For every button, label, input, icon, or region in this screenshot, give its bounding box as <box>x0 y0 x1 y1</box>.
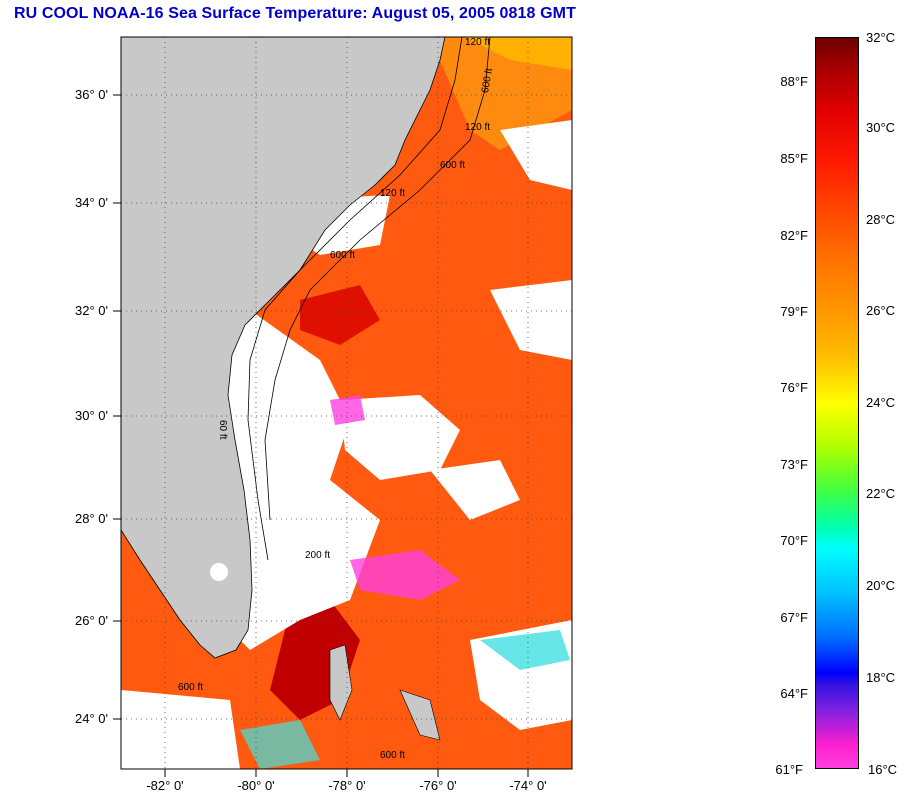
colorbar-c-label: 32°C <box>866 30 896 45</box>
bahamas-islands <box>329 644 353 721</box>
colorbar-c-label: 28°C <box>866 212 896 227</box>
lat-label: 34° 0' <box>75 195 108 210</box>
isobath-120ft <box>247 36 463 561</box>
contour-label: 120 ft <box>380 188 406 199</box>
lat-label: 36° 0' <box>75 87 108 102</box>
lon-label: -74° 0' <box>509 778 547 793</box>
cloud-mass-east <box>490 280 572 360</box>
colorbar-f-label: 82°F <box>780 228 808 243</box>
axis-ticks <box>113 94 529 777</box>
bahamas-islands-2 <box>399 689 441 741</box>
lat-label: 28° 0' <box>75 511 108 526</box>
lake-okeechobee <box>210 563 228 581</box>
contour-label: 120 ft <box>465 122 491 133</box>
colorbar-f-label: 76°F <box>780 380 808 395</box>
temperature-colorbar <box>815 37 859 769</box>
colorbar-f-label: 85°F <box>780 151 808 166</box>
lat-label: 26° 0' <box>75 613 108 628</box>
map-title: RU COOL NOAA-16 Sea Surface Temperature:… <box>14 5 576 22</box>
contour-label: 600 ft <box>178 682 204 693</box>
colorbar-c-label: 26°C <box>866 303 896 318</box>
warm-core-mid <box>300 285 380 345</box>
land-southeast-us <box>120 36 446 659</box>
contour-label: 600 ft <box>330 250 356 261</box>
cool-patch-3 <box>330 395 365 425</box>
colorbar-f-label: 64°F <box>780 686 808 701</box>
lon-label: -82° 0' <box>146 778 184 793</box>
contour-label: 120 ft <box>465 37 491 48</box>
colorbar-f-label: 70°F <box>780 533 808 548</box>
colorbar-c-label: 16°C <box>868 762 898 777</box>
lat-label: 32° 0' <box>75 303 108 318</box>
contour-label: 600 ft <box>380 750 406 761</box>
isobath-600ft <box>264 36 491 521</box>
colorbar-c-label: 18°C <box>866 670 896 685</box>
contour-label: 600 ft <box>440 160 466 171</box>
lon-label: -80° 0' <box>237 778 275 793</box>
colorbar-f-label: 79°F <box>780 304 808 319</box>
cloud-mass-south <box>430 460 520 520</box>
cloud-mass-southwest <box>121 690 240 769</box>
colorbar-f-label: 67°F <box>780 610 808 625</box>
lon-label: -76° 0' <box>419 778 457 793</box>
colorbar-c-label: 20°C <box>866 578 896 593</box>
cool-patch-4 <box>240 720 320 769</box>
northeast-yellow <box>465 37 572 70</box>
colorbar-c-label: 24°C <box>866 395 896 410</box>
cool-patch-1 <box>350 550 460 600</box>
cloud-mass-center <box>340 395 460 480</box>
colorbar-f-label: 61°F <box>775 762 803 777</box>
colorbar-f-label: 73°F <box>780 457 808 472</box>
cloud-mass-east2 <box>500 120 572 190</box>
contour-label: 60 ft <box>217 420 228 440</box>
colorbar-c-label: 30°C <box>866 120 896 135</box>
lat-label: 30° 0' <box>75 408 108 423</box>
colorbar-f-label: 88°F <box>780 74 808 89</box>
contour-label: 200 ft <box>305 550 331 561</box>
cool-patch-2 <box>480 630 570 670</box>
lon-label: -78° 0' <box>328 778 366 793</box>
graticule <box>121 37 572 769</box>
gulf-stream-north <box>430 37 572 150</box>
colorbar-c-label: 22°C <box>866 486 896 501</box>
lat-label: 24° 0' <box>75 711 108 726</box>
